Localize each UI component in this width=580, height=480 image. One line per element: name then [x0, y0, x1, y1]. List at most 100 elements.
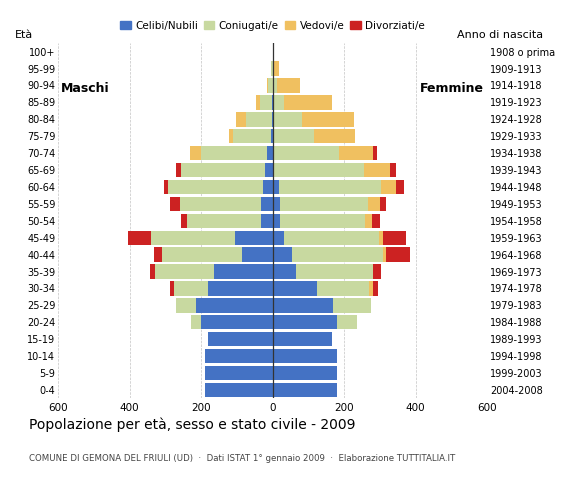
Bar [273, 163, 364, 177]
Bar [205, 349, 273, 363]
Bar [187, 214, 261, 228]
Bar [386, 248, 409, 262]
Bar [151, 230, 235, 245]
Legend: Celibi/Nubili, Coniugati/e, Vedovi/e, Divorziati/e: Celibi/Nubili, Coniugati/e, Vedovi/e, Di… [116, 16, 429, 35]
Bar [314, 129, 355, 144]
Bar [128, 230, 151, 245]
Bar [176, 163, 181, 177]
Bar [273, 248, 292, 262]
Bar [162, 248, 242, 262]
Bar [235, 230, 273, 245]
Bar [242, 248, 273, 262]
Bar [273, 349, 337, 363]
Bar [277, 78, 300, 93]
Bar [381, 180, 396, 194]
Bar [273, 61, 274, 76]
Bar [150, 264, 154, 279]
Bar [396, 180, 404, 194]
Bar [164, 180, 168, 194]
Bar [274, 61, 278, 76]
Bar [383, 230, 407, 245]
Bar [364, 214, 372, 228]
Bar [168, 180, 263, 194]
Bar [273, 366, 337, 380]
Bar [233, 129, 271, 144]
Bar [208, 332, 273, 347]
Bar [171, 197, 180, 211]
Bar [379, 197, 386, 211]
Bar [195, 298, 273, 312]
Bar [201, 315, 273, 329]
Bar [273, 264, 296, 279]
Bar [273, 230, 284, 245]
Bar [292, 248, 383, 262]
Bar [373, 264, 380, 279]
Bar [205, 366, 273, 380]
Bar [256, 95, 260, 109]
Bar [170, 281, 174, 296]
Bar [379, 230, 383, 245]
Bar [205, 383, 273, 397]
Bar [339, 146, 373, 160]
Bar [261, 214, 273, 228]
Bar [273, 281, 317, 296]
Bar [374, 281, 378, 296]
Bar [176, 298, 195, 312]
Bar [284, 230, 379, 245]
Bar [208, 281, 273, 296]
Bar [201, 146, 267, 160]
Bar [279, 180, 381, 194]
Text: Popolazione per età, sesso e stato civile - 2009: Popolazione per età, sesso e stato civil… [29, 418, 356, 432]
Bar [273, 180, 279, 194]
Bar [317, 281, 369, 296]
Bar [296, 264, 373, 279]
Bar [273, 214, 281, 228]
Text: Anno di nascita: Anno di nascita [457, 30, 543, 40]
Bar [267, 146, 273, 160]
Bar [273, 298, 333, 312]
Bar [264, 163, 273, 177]
Bar [235, 112, 246, 127]
Bar [260, 95, 272, 109]
Bar [273, 383, 337, 397]
Bar [390, 163, 396, 177]
Bar [281, 197, 368, 211]
Bar [271, 61, 273, 76]
Bar [334, 298, 371, 312]
Bar [281, 214, 364, 228]
Bar [273, 146, 339, 160]
Bar [273, 95, 284, 109]
Bar [368, 197, 379, 211]
Bar [271, 129, 273, 144]
Bar [263, 180, 273, 194]
Bar [190, 146, 201, 160]
Bar [373, 146, 377, 160]
Bar [272, 95, 273, 109]
Bar [302, 112, 354, 127]
Bar [284, 95, 332, 109]
Bar [269, 78, 273, 93]
Bar [261, 197, 273, 211]
Bar [364, 163, 390, 177]
Bar [267, 78, 269, 93]
Text: Età: Età [15, 30, 33, 40]
Bar [372, 214, 380, 228]
Bar [181, 214, 187, 228]
Bar [273, 129, 314, 144]
Bar [271, 112, 273, 127]
Bar [181, 163, 264, 177]
Bar [154, 248, 162, 262]
Text: Femmine: Femmine [420, 83, 484, 96]
Text: COMUNE DI GEMONA DEL FRIULI (UD)  ·  Dati ISTAT 1° gennaio 2009  ·  Elaborazione: COMUNE DI GEMONA DEL FRIULI (UD) · Dati … [29, 454, 455, 463]
Bar [273, 78, 277, 93]
Text: Maschi: Maschi [61, 83, 110, 96]
Bar [229, 129, 233, 144]
Bar [180, 197, 261, 211]
Bar [246, 112, 271, 127]
Bar [369, 281, 374, 296]
Bar [213, 264, 273, 279]
Bar [174, 281, 208, 296]
Bar [155, 264, 213, 279]
Bar [191, 315, 201, 329]
Bar [273, 197, 281, 211]
